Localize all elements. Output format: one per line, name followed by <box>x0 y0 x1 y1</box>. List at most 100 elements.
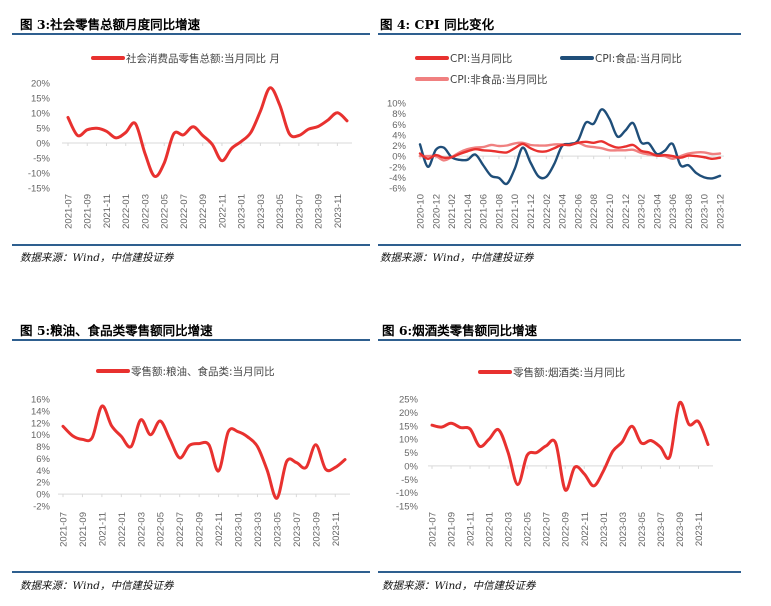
y-tick-label: 10% <box>31 109 51 120</box>
y-tick-label: 20% <box>31 79 51 90</box>
y-tick-label: 6% <box>36 454 50 465</box>
x-tick-label: 2022-09 <box>195 512 206 547</box>
x-tick-label: 2023-06 <box>668 194 679 229</box>
x-tick-label: 2023-11 <box>333 194 344 228</box>
x-tick-label: 2023-03 <box>253 512 264 547</box>
y-tick-label: 2% <box>36 478 50 489</box>
x-tick-label: 2022-07 <box>175 512 186 547</box>
x-tick-label: 2021-12 <box>526 194 537 229</box>
y-tick-label: -4% <box>389 173 406 184</box>
figure-4-source: 数据来源：Wind，中信建投证券 <box>380 252 534 264</box>
y-tick-label: 10% <box>387 99 407 110</box>
figure-3-bottom-rule <box>12 244 370 246</box>
x-tick-label: 2023-09 <box>675 512 686 547</box>
y-tick-label: -10% <box>396 488 419 499</box>
x-tick-label: 2023-07 <box>292 512 303 547</box>
x-tick-label: 2022-01 <box>121 194 132 229</box>
figure-5-source: 数据来源：Wind，中信建投证券 <box>20 580 174 592</box>
figure-5-title: 图 5:粮油、食品类零售额同比增速 <box>20 323 213 338</box>
y-tick-label: 0% <box>404 461 418 472</box>
x-tick-label: 2022-09 <box>198 194 209 229</box>
x-tick-label: 2022-05 <box>156 512 167 547</box>
x-tick-label: 2021-08 <box>494 194 505 229</box>
x-tick-label: 2022-12 <box>621 194 632 229</box>
x-tick-label: 2021-07 <box>428 512 439 547</box>
x-tick-label: 2021-10 <box>510 194 521 229</box>
y-tick-label: -15% <box>396 502 419 513</box>
y-tick-label: 10% <box>399 435 419 446</box>
y-tick-label: 5% <box>36 124 50 135</box>
chart-3: 20% 15% 10% 5% 0% -5% -10% -15% 2021-07 2021-09 20… <box>28 52 352 229</box>
x-tick-label: 2022-08 <box>589 194 600 229</box>
y-tick-label: 6% <box>392 120 406 131</box>
y-tick-label: -5% <box>33 154 50 165</box>
x-tick-label: 2021-11 <box>97 512 108 546</box>
x-tick-label: 2022-10 <box>605 194 616 229</box>
x-tick-label: 2021-09 <box>447 512 458 547</box>
x-tick-label: 2022-04 <box>558 194 569 229</box>
figure-5-bottom-rule <box>12 571 370 573</box>
chart-5: 16%14%12%10%8%6%4%2%0%-2% 2021-07 2021-09 2… <box>31 365 350 547</box>
series-line-1 <box>430 400 710 492</box>
y-tick-label: -15% <box>28 184 51 195</box>
legend-label: CPI:当月同比 <box>450 52 512 65</box>
series-line-1 <box>66 86 349 178</box>
x-tick-label: 2023-05 <box>637 512 648 547</box>
figure-6-bottom-rule <box>378 571 741 573</box>
y-tick-label: 12% <box>31 418 51 429</box>
x-tick-label: 2021-06 <box>479 194 490 229</box>
x-tick-label: 2022-01 <box>117 512 128 547</box>
legend-label: 社会消费品零售总额:当月同比 月 <box>126 52 280 65</box>
x-tick-label: 2022-03 <box>136 512 147 547</box>
series-line-1 <box>61 404 347 500</box>
figure-5-top-rule <box>12 339 370 341</box>
x-tick-label: 2022-05 <box>160 194 171 229</box>
y-tick-label: 0% <box>36 490 50 501</box>
y-tick-label: 8% <box>392 109 406 120</box>
y-tick-label: 15% <box>399 421 419 432</box>
x-tick-label: 2023-09 <box>311 512 322 547</box>
x-tick-label: 2022-11 <box>217 194 228 228</box>
x-tick-label: 2023-03 <box>256 194 267 229</box>
y-tick-label: 15% <box>31 94 51 105</box>
x-tick-label: 2023-07 <box>656 512 667 547</box>
y-tick-label: 5% <box>404 448 418 459</box>
legend-label: CPI:非食品:当月同比 <box>450 73 547 86</box>
x-tick-label: 2022-11 <box>580 512 591 546</box>
x-tick-label: 2023-01 <box>599 512 610 547</box>
figure-6-top-rule <box>378 339 741 341</box>
x-tick-label: 2021-07 <box>59 512 70 547</box>
x-tick-label: 2022-01 <box>485 512 496 547</box>
legend-label: 零售额:粮油、食品类:当月同比 <box>131 365 275 378</box>
x-tick-label: 2022-11 <box>214 512 225 546</box>
figure-3-title: 图 3:社会零售总额月度同比增速 <box>20 17 201 32</box>
x-tick-label: 2021-02 <box>447 194 458 229</box>
legend-label: 零售额:烟酒类:当月同比 <box>513 366 625 379</box>
x-tick-label: 2023-04 <box>652 194 663 229</box>
y-tick-label: 0% <box>36 139 50 150</box>
x-tick-label: 2020-12 <box>431 194 442 229</box>
figure-4-title: 图 4: CPI 同比变化 <box>380 17 495 32</box>
y-tick-label: 16% <box>31 395 51 406</box>
x-tick-label: 2023-03 <box>618 512 629 547</box>
series-line-2 <box>418 108 722 186</box>
figure-3-source: 数据来源：Wind，中信建投证券 <box>20 252 174 264</box>
x-tick-label: 2020-10 <box>416 194 427 229</box>
x-tick-label: 2022-09 <box>561 512 572 547</box>
x-tick-label: 2023-05 <box>275 194 286 229</box>
y-tick-label: 25% <box>399 395 419 406</box>
y-tick-label: 2% <box>392 141 406 152</box>
x-tick-label: 2023-02 <box>637 194 648 229</box>
figure-4-top-rule <box>378 33 741 35</box>
y-tick-label: -10% <box>28 169 51 180</box>
x-tick-label: 2021-09 <box>83 194 94 229</box>
figure-6-source: 数据来源：Wind，中信建投证券 <box>382 580 536 592</box>
x-tick-label: 2023-07 <box>294 194 305 229</box>
figure-6-title: 图 6:烟酒类零售额同比增速 <box>382 323 538 338</box>
y-tick-label: 4% <box>392 130 406 141</box>
x-tick-label: 2023-10 <box>700 194 711 229</box>
x-tick-label: 2023-05 <box>272 512 283 547</box>
y-tick-label: -6% <box>389 184 406 195</box>
y-tick-label: -5% <box>401 475 418 486</box>
y-tick-label: 8% <box>36 442 50 453</box>
